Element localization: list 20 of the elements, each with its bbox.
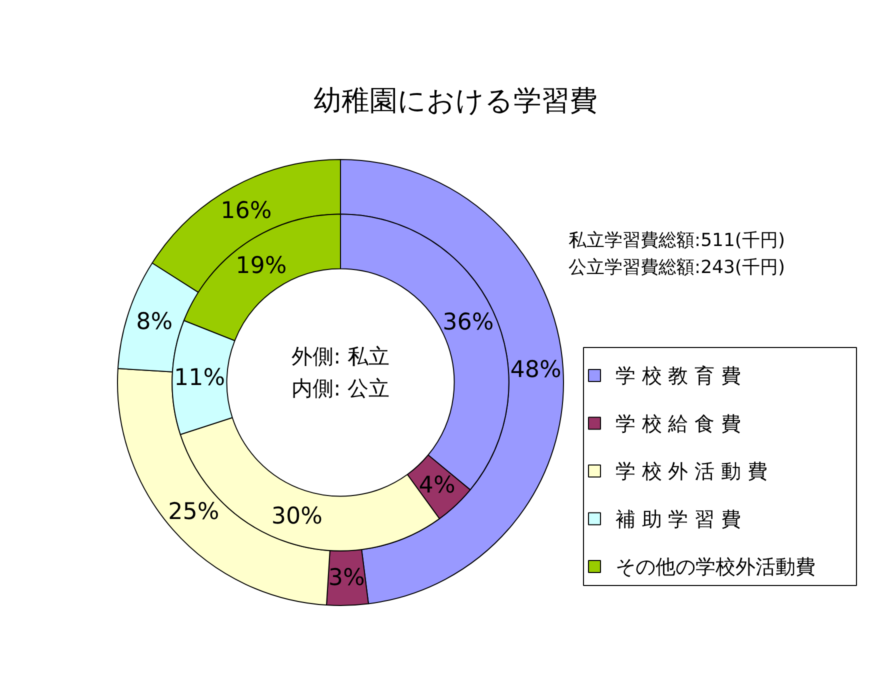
data-label: 25%	[168, 498, 220, 525]
data-label: 4%	[418, 472, 456, 498]
text: 外側: 私立	[292, 344, 390, 368]
legend-label: 学 校 給 食 費	[616, 411, 741, 436]
data-label: 11%	[174, 365, 226, 392]
text: 公立学習費総額:243(千円)	[568, 257, 785, 278]
legend-label: 補 助 学 習 費	[616, 506, 741, 531]
data-label: 16%	[220, 198, 272, 224]
data-label: 36%	[442, 309, 494, 336]
legend-label: 学 校 教 育 費	[616, 364, 741, 388]
text: 私立学習費総額:511(千円)	[568, 230, 785, 251]
data-label: 3%	[328, 565, 365, 592]
legend-label: その他の学校外活動費	[616, 554, 816, 578]
data-label: 30%	[271, 504, 322, 530]
data-label: 8%	[136, 309, 173, 336]
data-label: 19%	[236, 252, 287, 279]
chart-title: 幼稚園における学習費	[314, 84, 598, 117]
legend-label: 学 校 外 活 動 費	[616, 459, 768, 483]
data-label: 48%	[510, 357, 562, 384]
text: 内側: 公立	[292, 376, 390, 400]
